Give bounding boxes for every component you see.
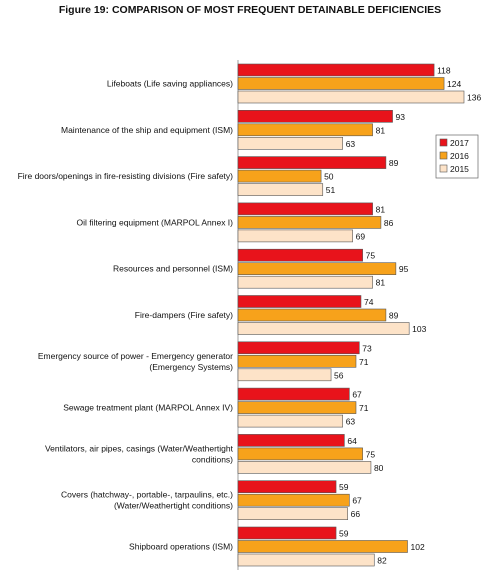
bar-2016-4 — [237, 262, 397, 276]
legend-label-2017: 2017 — [450, 138, 469, 148]
bar-2016-6 — [237, 354, 357, 368]
bar-2015-1 — [237, 137, 343, 150]
bar-2016-3 — [237, 216, 382, 229]
category-label-8: Ventilators, air pipes, casings (Water/W… — [45, 443, 234, 464]
category-label-6: Emergency source of power - Emergency ge… — [38, 351, 233, 372]
data-label-2016-1: 81 — [376, 125, 386, 135]
bar-2015-0 — [237, 90, 465, 104]
data-label-2016-10: 102 — [411, 542, 425, 552]
data-label-2015-5: 103 — [412, 324, 426, 334]
category-label-10: Shipboard operations (ISM) — [129, 542, 233, 552]
bar-2017-0 — [237, 63, 435, 77]
data-label-2016-7: 71 — [359, 403, 369, 413]
bar-2016-0 — [237, 77, 445, 90]
category-label-2: Fire doors/openings in fire-resisting di… — [18, 171, 234, 181]
data-label-2015-8: 80 — [374, 463, 384, 473]
data-label-2016-3: 86 — [384, 218, 394, 228]
bar-2015-6 — [237, 368, 332, 382]
legend-swatch-2015 — [439, 164, 448, 173]
bar-2015-8 — [237, 461, 372, 474]
bar-2016-7 — [237, 401, 357, 414]
bar-2017-6 — [237, 341, 360, 355]
bar-2016-5 — [237, 308, 387, 322]
data-label-2017-8: 64 — [347, 436, 357, 446]
data-label-2017-7: 67 — [352, 390, 362, 400]
bar-2017-2 — [237, 156, 387, 169]
chart-title: Figure 19: COMPARISON OF MOST FREQUENT D… — [58, 4, 442, 16]
data-label-2017-2: 89 — [389, 158, 399, 168]
data-label-2016-0: 124 — [447, 79, 461, 89]
data-label-2015-0: 136 — [467, 93, 481, 103]
data-label-2015-7: 63 — [346, 417, 356, 427]
category-label-9: Covers (hatchway-, portable-, tarpaulins… — [61, 490, 233, 511]
bar-2015-10 — [237, 553, 375, 567]
data-label-2015-6: 56 — [334, 370, 344, 380]
legend-label-2015: 2015 — [450, 164, 469, 174]
bar-2016-10 — [237, 540, 408, 553]
data-label-2017-10: 59 — [339, 529, 349, 539]
bar-2015-7 — [237, 414, 343, 428]
data-label-2017-3: 81 — [376, 204, 386, 214]
bar-2015-5 — [237, 322, 410, 335]
data-label-2016-6: 71 — [359, 357, 369, 367]
data-label-2017-5: 74 — [364, 297, 374, 307]
data-label-2017-4: 75 — [366, 251, 376, 261]
data-label-2015-3: 69 — [356, 231, 366, 241]
bar-2015-2 — [237, 183, 324, 196]
data-label-2016-5: 89 — [389, 311, 399, 321]
bar-2015-3 — [237, 229, 353, 243]
bar-2017-7 — [237, 387, 350, 401]
data-label-2016-8: 75 — [366, 449, 376, 459]
bar-2017-10 — [237, 526, 337, 540]
legend: 2017 2016 2015 — [435, 134, 479, 179]
category-label-4: Resources and personnel (ISM) — [113, 264, 233, 274]
category-label-3: Oil filtering equipment (MARPOL Annex I) — [76, 217, 233, 227]
bar-2017-9 — [237, 480, 337, 494]
data-label-2016-2: 50 — [324, 172, 334, 182]
bars-layer: 1181241369381638950518186697595817489103… — [237, 63, 481, 567]
bar-2016-2 — [237, 169, 322, 183]
bar-2016-1 — [237, 123, 373, 137]
data-label-2016-4: 95 — [399, 264, 409, 274]
category-label-5: Fire-dampers (Fire safety) — [135, 310, 233, 320]
data-label-2015-1: 63 — [346, 139, 356, 149]
data-label-2015-9: 66 — [351, 509, 361, 519]
bar-2016-9 — [237, 493, 350, 507]
legend-swatch-2016 — [439, 151, 448, 160]
bar-2015-9 — [237, 507, 348, 521]
bar-2017-4 — [237, 248, 363, 262]
category-labels: Lifeboats (Life saving appliances) Mainte… — [18, 79, 234, 552]
category-label-0: Lifeboats (Life saving appliances) — [107, 79, 233, 89]
data-label-2015-10: 82 — [377, 556, 387, 566]
bar-2017-1 — [237, 110, 393, 123]
data-label-2016-9: 67 — [352, 496, 362, 506]
data-label-2017-9: 59 — [339, 482, 349, 492]
data-label-2017-0: 118 — [437, 66, 451, 76]
category-label-1: Maintenance of the ship and equipment (I… — [61, 125, 233, 135]
data-label-2015-2: 51 — [326, 185, 336, 195]
data-label-2017-6: 73 — [362, 343, 372, 353]
bar-2015-4 — [237, 275, 373, 289]
bar-2016-8 — [237, 447, 363, 461]
bar-2017-3 — [237, 202, 373, 216]
bar-2017-5 — [237, 295, 362, 308]
legend-swatch-2017 — [439, 138, 448, 147]
legend-label-2016: 2016 — [450, 151, 469, 161]
bar-2017-8 — [237, 434, 345, 447]
data-label-2017-1: 93 — [396, 112, 406, 122]
data-label-2015-4: 81 — [376, 278, 386, 288]
category-label-7: Sewage treatment plant (MARPOL Annex IV) — [63, 403, 233, 413]
